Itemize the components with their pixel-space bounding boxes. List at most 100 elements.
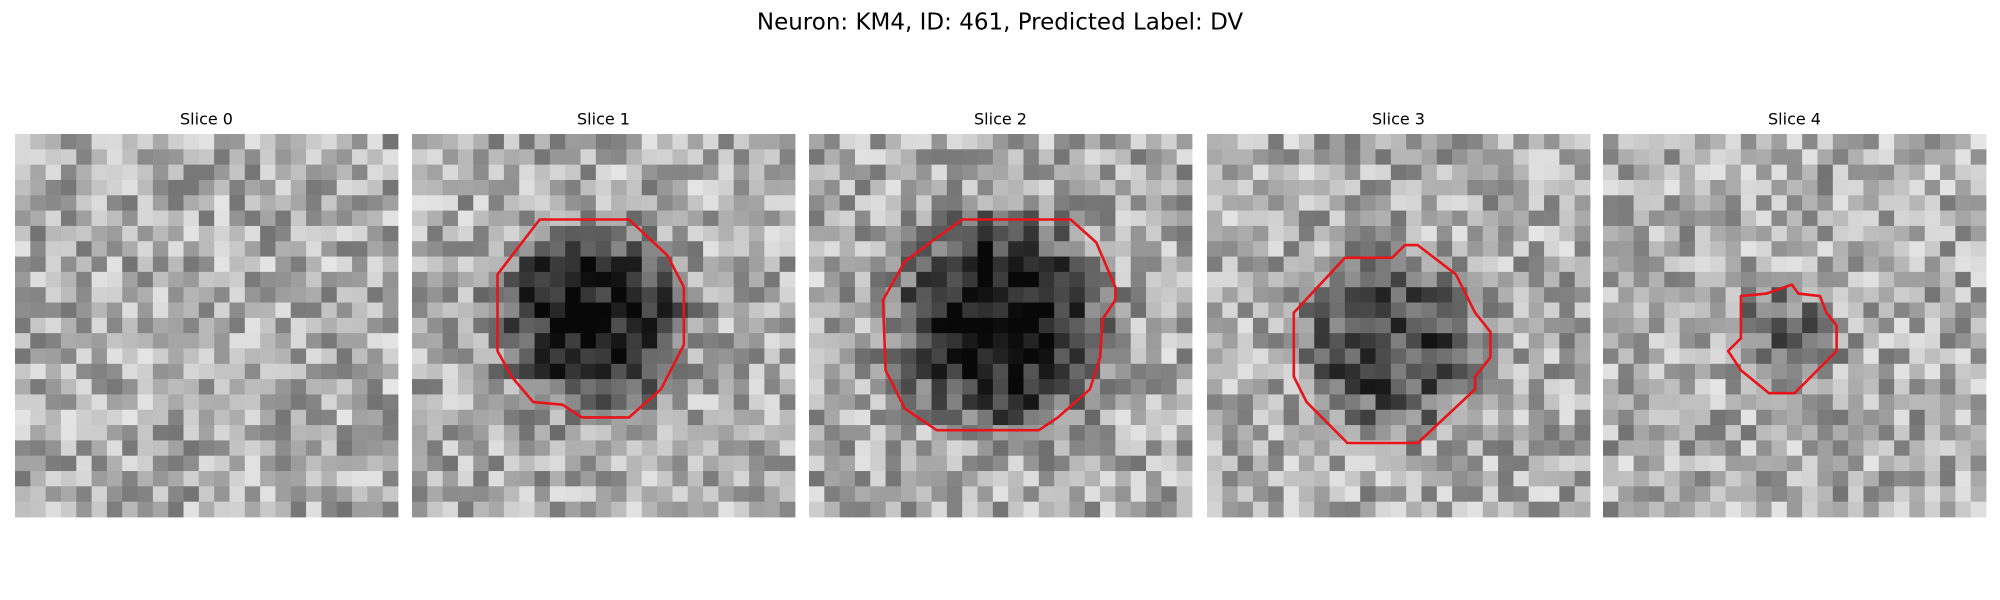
pixel bbox=[824, 149, 841, 166]
pixel bbox=[1909, 134, 1926, 150]
pixel bbox=[1771, 409, 1788, 426]
pixel bbox=[1100, 225, 1116, 242]
pixel bbox=[503, 409, 520, 426]
pixel bbox=[244, 471, 261, 487]
pixel bbox=[1038, 394, 1055, 411]
pixel bbox=[1664, 195, 1680, 211]
pixel bbox=[1771, 394, 1788, 411]
pixel bbox=[1482, 425, 1499, 441]
pixel bbox=[1054, 379, 1070, 395]
pixel bbox=[1955, 471, 1972, 487]
pixel bbox=[1513, 271, 1530, 288]
pixel bbox=[749, 363, 765, 380]
pixel bbox=[1878, 348, 1895, 365]
pixel bbox=[1146, 271, 1162, 288]
pixel bbox=[1679, 210, 1696, 227]
pixel bbox=[91, 333, 108, 349]
pixel bbox=[1176, 164, 1193, 181]
pixel bbox=[1771, 256, 1788, 273]
pixel bbox=[1329, 134, 1346, 150]
pixel bbox=[1894, 425, 1910, 441]
pixel bbox=[1786, 179, 1803, 196]
pixel bbox=[1023, 455, 1040, 472]
pixel bbox=[488, 425, 505, 441]
pixel bbox=[1421, 134, 1438, 150]
pixel bbox=[60, 348, 77, 365]
pixel bbox=[229, 363, 246, 380]
pixel bbox=[1100, 455, 1116, 472]
pixel bbox=[1406, 287, 1422, 303]
pixel bbox=[1452, 164, 1468, 181]
pixel bbox=[412, 210, 428, 227]
pixel bbox=[1513, 164, 1530, 181]
pixel bbox=[1679, 164, 1696, 181]
pixel bbox=[1360, 409, 1376, 426]
pixel bbox=[336, 363, 353, 380]
pixel bbox=[488, 455, 505, 472]
pixel bbox=[457, 363, 474, 380]
pixel bbox=[549, 241, 566, 257]
pixel bbox=[1084, 455, 1101, 472]
pixel bbox=[824, 256, 841, 273]
pixel bbox=[1664, 501, 1680, 518]
pixel bbox=[672, 379, 689, 395]
pixel bbox=[229, 317, 246, 334]
pixel bbox=[718, 149, 735, 166]
pixel bbox=[1161, 394, 1178, 411]
pixel bbox=[30, 348, 47, 365]
pixel bbox=[1314, 287, 1330, 303]
pixel bbox=[183, 425, 200, 441]
pixel bbox=[641, 179, 658, 196]
pixel bbox=[1498, 394, 1514, 411]
pixel bbox=[1390, 501, 1407, 518]
pixel bbox=[336, 225, 353, 242]
pixel bbox=[1283, 225, 1300, 242]
pixel bbox=[1390, 409, 1407, 426]
pixel bbox=[503, 425, 520, 441]
pixel bbox=[870, 333, 886, 349]
pixel bbox=[1482, 317, 1499, 334]
pixel bbox=[1467, 317, 1484, 334]
pixel bbox=[1268, 440, 1284, 457]
pixel bbox=[854, 195, 871, 211]
pixel bbox=[503, 195, 520, 211]
pixel bbox=[336, 486, 353, 503]
pixel bbox=[106, 195, 123, 211]
pixel bbox=[1084, 271, 1101, 288]
pixel bbox=[503, 164, 520, 181]
pixel bbox=[1863, 486, 1880, 503]
pixel bbox=[900, 302, 917, 319]
pixel bbox=[1482, 501, 1499, 518]
pixel bbox=[565, 501, 581, 518]
pixel bbox=[1421, 195, 1438, 211]
pixel bbox=[1084, 409, 1101, 426]
pixel bbox=[641, 134, 658, 150]
pixel bbox=[749, 179, 765, 196]
pixel bbox=[91, 394, 108, 411]
pixel bbox=[1559, 363, 1576, 380]
pixel bbox=[367, 179, 384, 196]
pixel bbox=[442, 409, 459, 426]
pixel bbox=[1740, 195, 1757, 211]
pixel bbox=[1176, 501, 1193, 518]
pixel bbox=[839, 149, 856, 166]
pixel bbox=[1528, 455, 1545, 472]
pixel bbox=[1283, 348, 1300, 365]
pixel bbox=[764, 256, 781, 273]
pixel bbox=[839, 425, 856, 441]
pixel bbox=[1161, 317, 1178, 334]
pixel bbox=[473, 179, 489, 196]
pixel bbox=[1544, 394, 1560, 411]
pixel bbox=[1817, 179, 1834, 196]
pixel bbox=[137, 471, 154, 487]
pixel bbox=[1664, 333, 1680, 349]
pixel bbox=[214, 256, 230, 273]
pixel bbox=[198, 333, 215, 349]
pixel bbox=[1146, 486, 1162, 503]
pixel bbox=[1252, 363, 1269, 380]
pixel bbox=[1054, 179, 1070, 196]
pixel bbox=[687, 455, 704, 472]
pixel bbox=[946, 348, 963, 365]
pixel bbox=[1618, 317, 1635, 334]
pixel bbox=[152, 348, 169, 365]
